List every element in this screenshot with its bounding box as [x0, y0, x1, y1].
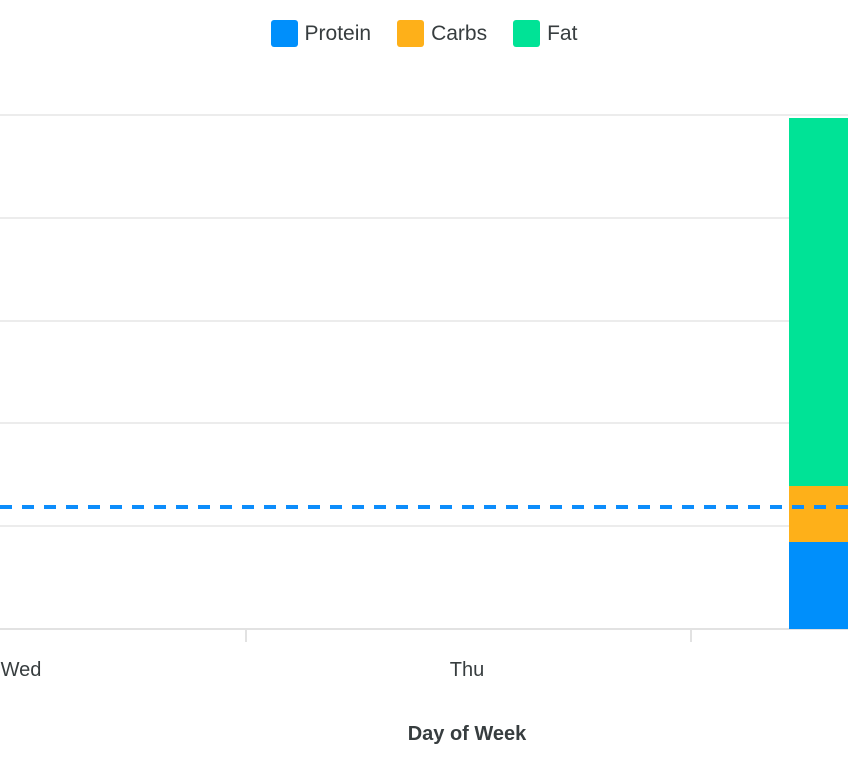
x-axis-tick [690, 629, 692, 642]
legend-label-protein: Protein [304, 22, 372, 45]
legend-marker-carbs-icon [397, 20, 425, 47]
y-gridline [0, 319, 848, 322]
bar-segment-carbs[interactable] [789, 486, 848, 542]
y-gridline [0, 422, 848, 425]
legend-item-protein[interactable]: Protein [270, 20, 372, 47]
bar-segment-fat[interactable] [789, 118, 848, 487]
y-gridline [0, 114, 848, 116]
x-axis-line [0, 628, 848, 630]
chart-legend: Protein Carbs Fat [0, 20, 848, 47]
legend-item-carbs[interactable]: Carbs [397, 20, 487, 47]
y-gridline [0, 525, 848, 528]
x-tick-label-thu: Thu [449, 659, 485, 681]
legend-marker-fat-icon [513, 20, 541, 47]
x-axis-tick [245, 629, 247, 642]
annotation-dashed-line [0, 504, 848, 509]
legend-marker-protein-icon [270, 20, 298, 47]
bar-segment-protein[interactable] [789, 541, 848, 629]
x-tick-label-wed: Wed [0, 659, 42, 681]
x-axis-title: Day of Week [407, 723, 527, 745]
legend-item-fat[interactable]: Fat [513, 20, 577, 47]
y-gridline [0, 216, 848, 219]
legend-label-carbs: Carbs [431, 22, 488, 45]
legend-label-fat: Fat [547, 22, 578, 45]
